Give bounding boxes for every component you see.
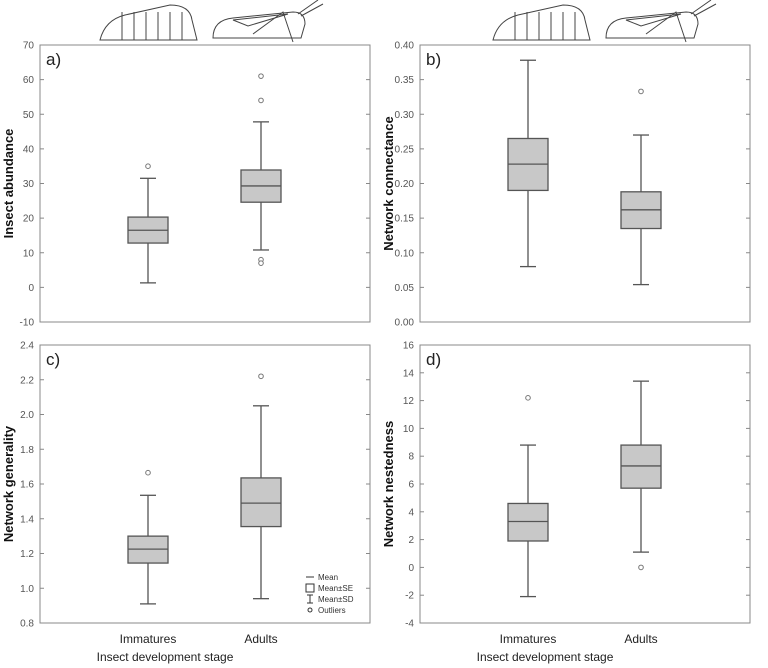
plot-frame <box>419 344 751 624</box>
y-tick-label: 1.2 <box>20 549 34 560</box>
x-tick-label: Immatures <box>120 632 177 646</box>
y-tick-label: 10 <box>23 248 35 259</box>
y-tick-label: -2 <box>405 591 414 602</box>
outlier-point <box>258 373 264 380</box>
y-tick-label: 0.15 <box>395 214 415 225</box>
x-axis-label: Insect development stage <box>477 650 614 664</box>
y-axis-label: Network nestedness <box>381 421 396 547</box>
panel-c: 0.8 1.0 1.2 1.4 1.6 1.8 2.0 2.2 2.4 c) Network gen… <box>1 341 371 664</box>
y-tick-label: 0.10 <box>395 248 415 259</box>
y-tick-label: 0.05 <box>395 283 415 294</box>
box-immatures <box>127 469 169 605</box>
y-tick-label: 50 <box>23 110 35 121</box>
panel-label: d) <box>426 350 441 369</box>
se-box <box>507 502 549 542</box>
y-tick-label: 30 <box>23 179 35 190</box>
adult-insect-icon <box>212 0 324 43</box>
outlier-legend-icon <box>307 607 313 613</box>
y-axis-label: Insect abundance <box>1 129 16 239</box>
y-tick-label: 20 <box>23 214 35 225</box>
x-tick-label: Immatures <box>500 632 557 646</box>
legend-label: Mean±SE <box>318 584 353 593</box>
box-adults <box>240 373 282 600</box>
panel-label: a) <box>46 50 61 69</box>
sd-legend-icon <box>307 594 313 604</box>
y-tick-label: 1.4 <box>20 514 34 525</box>
y-tick-label: -4 <box>405 619 414 630</box>
x-tick-label: Adults <box>244 632 277 646</box>
y-tick-label: 0 <box>28 283 34 294</box>
y-tick-label: 8 <box>408 452 414 463</box>
y-tick-label: 2.2 <box>20 375 34 386</box>
y-tick-label: 1.0 <box>20 584 34 595</box>
box-adults <box>240 73 282 266</box>
y-tick-label: 6 <box>408 480 414 491</box>
y-tick-label: 1.6 <box>20 480 34 491</box>
y-tick-label: 0.00 <box>395 318 415 329</box>
y-tick-label: 0.40 <box>395 41 415 52</box>
panel-label: b) <box>426 50 441 69</box>
plot-frame <box>39 44 371 323</box>
outlier-point <box>145 469 151 476</box>
box-immatures <box>127 163 169 284</box>
box-immatures <box>507 59 549 268</box>
x-axis-label: Insect development stage <box>97 650 234 664</box>
legend-label: Mean <box>318 573 338 582</box>
y-tick-label: 0.35 <box>395 75 415 86</box>
immature-insect-icon <box>99 4 198 41</box>
panel-a: -10 0 10 20 30 40 50 60 70 a) Insect abundance <box>1 41 371 329</box>
plot-frame <box>419 44 751 323</box>
x-tick-label: Adults <box>624 632 657 646</box>
outlier-point <box>258 260 264 266</box>
outlier-point <box>145 163 151 169</box>
outlier-point <box>525 395 531 401</box>
y-tick-label: 1.8 <box>20 445 34 456</box>
outlier-point <box>638 88 644 95</box>
y-tick-label: 14 <box>403 368 415 379</box>
box-immatures <box>507 395 549 598</box>
y-tick-label: -10 <box>20 318 35 329</box>
se-legend-icon <box>305 583 315 593</box>
y-tick-label: 10 <box>403 424 415 435</box>
y-tick-label: 0.20 <box>395 179 415 190</box>
y-tick-label: 4 <box>408 507 414 518</box>
legend-label: Outliers <box>318 606 346 615</box>
immature-insect-icon <box>492 4 591 41</box>
y-axis-label: Network connectance <box>381 116 396 250</box>
y-tick-label: 16 <box>403 341 415 352</box>
se-box <box>240 477 282 528</box>
legend: Mean Mean±SE Mean±SD Outliers <box>305 573 354 615</box>
y-tick-label: 2.0 <box>20 410 34 421</box>
panel-d: -4 -2 0 2 4 6 8 10 12 14 16 d) Network nestedness Imm… <box>381 341 751 664</box>
adult-insect-icon <box>605 0 717 43</box>
outlier-point <box>638 564 644 571</box>
y-tick-label: 70 <box>23 41 35 52</box>
legend-label: Mean±SD <box>318 595 354 604</box>
se-box <box>620 444 662 489</box>
box-adults <box>620 88 662 286</box>
outlier-point <box>258 73 264 79</box>
y-tick-label: 0.30 <box>395 110 415 121</box>
panel-b: 0.00 0.05 0.10 0.15 0.20 0.25 0.30 0.35 0.40 b) Ne… <box>381 41 751 329</box>
y-tick-label: 0 <box>408 563 414 574</box>
y-tick-label: 60 <box>23 75 35 86</box>
y-tick-label: 0.8 <box>20 619 34 630</box>
y-tick-label: 2.4 <box>20 341 34 352</box>
y-tick-label: 12 <box>403 396 415 407</box>
outlier-point <box>258 97 264 104</box>
panel-label: c) <box>46 350 60 369</box>
y-tick-label: 2 <box>408 535 414 546</box>
y-tick-label: 40 <box>23 144 35 155</box>
y-tick-label: 0.25 <box>395 144 415 155</box>
box-adults <box>620 380 662 571</box>
y-axis-label: Network generality <box>1 425 16 542</box>
